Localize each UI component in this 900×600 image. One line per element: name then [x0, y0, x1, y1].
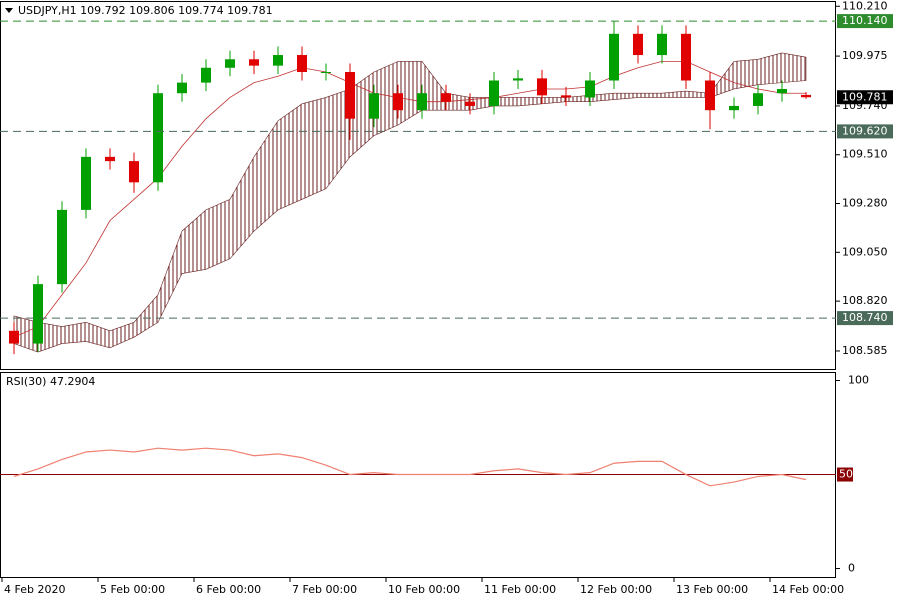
y-tick-label: 109.975 [842, 49, 888, 62]
level-box [837, 14, 893, 29]
y-tick-label: 109.050 [842, 245, 888, 258]
candle-body [321, 72, 331, 74]
candle-body [681, 33, 691, 81]
price-panel [0, 1, 836, 370]
candle-body [417, 93, 427, 111]
candle-body [465, 101, 475, 106]
x-tick-label: 13 Feb 00:00 [676, 583, 748, 596]
chart-title: USDJPY,H1 109.792 109.806 109.774 109.78… [18, 4, 273, 17]
candle-body [201, 67, 211, 83]
candle-body [753, 93, 763, 106]
level-box [837, 467, 853, 482]
candle-body [561, 95, 571, 98]
menu-arrow[interactable] [5, 8, 13, 13]
level-label: 110.140 [842, 14, 888, 27]
rsi-title: RSI(30) 47.2904 [6, 375, 95, 388]
candle-body [177, 82, 187, 94]
ichimoku-cloud [13, 52, 807, 353]
x-tick-label: 10 Feb 00:00 [388, 583, 460, 596]
y-tick-label: 109.280 [842, 197, 888, 210]
candle-body [393, 93, 403, 111]
candle-body [105, 156, 115, 162]
y-tick-label: 110.210 [842, 0, 888, 12]
candle-body [273, 55, 283, 66]
candle-body [81, 156, 91, 210]
candle-body [9, 330, 19, 344]
candle-body [705, 80, 715, 111]
candle-body [33, 284, 43, 344]
x-tick-label: 12 Feb 00:00 [580, 583, 652, 596]
y-tick-label: 108.585 [842, 344, 888, 357]
candle-body [345, 72, 355, 119]
y-tick-label: 108.820 [842, 294, 888, 307]
candle-body [513, 78, 523, 81]
candle-body [369, 93, 379, 119]
candle-body [657, 33, 667, 56]
last-price-label: 109.781 [842, 90, 888, 103]
candle-body [537, 78, 547, 96]
level-box [837, 311, 893, 326]
x-tick-label: 11 Feb 00:00 [484, 583, 556, 596]
candle-body [225, 59, 235, 68]
x-tick-label: 14 Feb 00:00 [772, 583, 844, 596]
moving-average [13, 60, 806, 338]
candle-body [729, 105, 739, 111]
x-tick-label: 6 Feb 00:00 [196, 583, 261, 596]
level-label: 108.740 [842, 311, 888, 324]
candle-body [777, 88, 787, 94]
x-tick-label: 4 Feb 2020 [4, 583, 65, 596]
x-tick-label: 7 Feb 00:00 [292, 583, 357, 596]
candle-body [153, 93, 163, 183]
last-price-box [837, 90, 893, 105]
candle-body [441, 93, 451, 102]
candle-body [129, 161, 139, 183]
y-tick-label: 0 [848, 562, 855, 575]
level-label: 50 [839, 468, 853, 481]
candle-body [609, 33, 619, 81]
candle-body [249, 59, 259, 66]
candle-body [801, 94, 811, 98]
x-tick-label: 5 Feb 00:00 [100, 583, 165, 596]
y-tick-label: 109.510 [842, 148, 888, 161]
candle-body [297, 55, 307, 73]
candle-body [633, 33, 643, 56]
level-label: 109.620 [842, 124, 888, 137]
candle-body [489, 80, 499, 106]
candle-body [585, 80, 595, 98]
y-tick-label: 100 [848, 374, 869, 387]
level-box [837, 124, 893, 139]
candle-body [57, 209, 67, 285]
rsi-line [13, 447, 807, 487]
